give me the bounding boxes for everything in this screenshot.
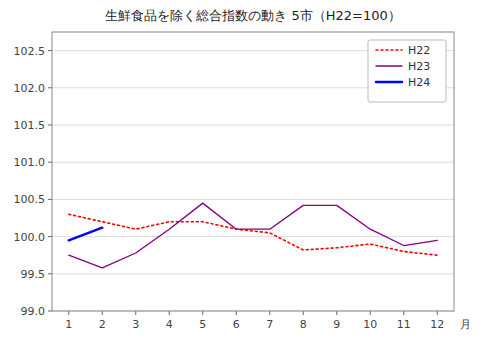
x-tick [370, 311, 371, 315]
x-tick-label: 9 [333, 318, 340, 331]
title: 生鮮食品を除く総合指数の動き 5市（H22=100） [105, 8, 400, 23]
x-tick [169, 311, 170, 315]
x-tick-label: 12 [430, 318, 444, 331]
series-line [69, 203, 438, 268]
grid-line [52, 162, 454, 163]
x-tick [102, 311, 103, 315]
x-tick [202, 311, 203, 315]
x-tick-label: 5 [199, 318, 206, 331]
x-tick-label: 3 [132, 318, 139, 331]
y-tick-label: 101.0 [14, 156, 46, 169]
plot-frame [52, 32, 454, 311]
lines [69, 203, 438, 268]
y-tick-label: 99.5 [21, 268, 46, 281]
legend-label: H22 [408, 44, 430, 57]
y-tick [48, 273, 52, 274]
y-tick-label: 102.0 [14, 82, 46, 95]
chart-container: 生鮮食品を除く総合指数の動き 5市（H22=100） 99.0 99.5 100.0 1… [0, 0, 484, 345]
x-tick [403, 311, 404, 315]
legend-swatch [376, 49, 402, 51]
y-tick [48, 236, 52, 237]
x-label: 月 [460, 318, 471, 331]
x-tick [269, 311, 270, 315]
grid-line [52, 236, 454, 237]
legend-label: H24 [408, 76, 430, 89]
y-tick [48, 50, 52, 51]
chart: 生鮮食品を除く総合指数の動き 5市（H22=100） 99.0 99.5 100.0 1… [0, 0, 484, 345]
x-tick [303, 311, 304, 315]
x-tick [437, 311, 438, 315]
legend-swatch [376, 65, 402, 66]
x-tick [68, 311, 69, 315]
y-tick [48, 87, 52, 88]
y-tick [48, 162, 52, 163]
x-tick-label: 4 [166, 318, 173, 331]
x-tick-label: 7 [266, 318, 273, 331]
x-tick [236, 311, 237, 315]
axes: 99.099.5100.0100.5101.0101.5102.0102.512… [14, 32, 455, 331]
y-tick-label: 99.0 [21, 305, 46, 318]
series-line [69, 228, 103, 241]
x-tick [336, 311, 337, 315]
y-tick [48, 311, 52, 312]
y-tick-label: 102.5 [14, 45, 46, 58]
x-tick [135, 311, 136, 315]
grid-line [52, 199, 454, 200]
x-tick-label: 8 [300, 318, 307, 331]
y-tick-label: 100.0 [14, 231, 46, 244]
grid-line [52, 125, 454, 126]
y-tick-label: 100.5 [14, 193, 46, 206]
legend-label: H23 [408, 60, 430, 73]
y-tick [48, 199, 52, 200]
y-tick-label: 101.5 [14, 119, 46, 132]
grid-line [52, 273, 454, 274]
x-tick-label: 6 [233, 318, 240, 331]
legend-box [368, 40, 446, 102]
x-tick-label: 2 [99, 318, 106, 331]
x-tick-label: 1 [65, 318, 72, 331]
legend: H22 H23 H24 [368, 40, 446, 102]
legend-swatch [376, 81, 402, 84]
y-tick [48, 125, 52, 126]
background [0, 0, 484, 345]
x-tick-label: 10 [363, 318, 377, 331]
x-tick-label: 11 [397, 318, 411, 331]
